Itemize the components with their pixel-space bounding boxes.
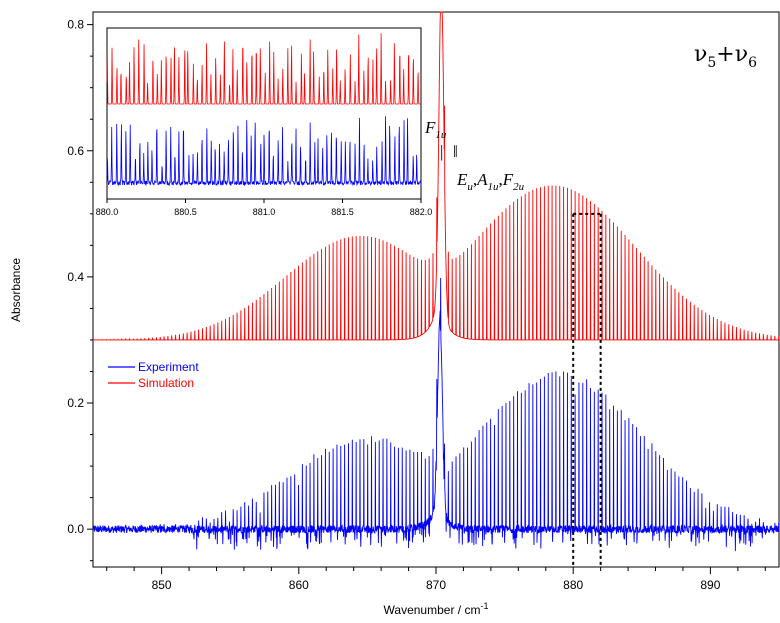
y-axis-label: Absorbance [9,258,23,322]
inset-plot: 880.0 880.5 881.0 881.5 882.0 [96,27,433,217]
y-axis: 0.0 0.2 0.4 0.6 0.8 [67,18,93,562]
x-tick-label: 880 [563,578,583,592]
x-tick-label: 850 [152,578,172,592]
inset-x-tick-label: 882.0 [410,207,433,217]
inset-x-tick-label: 880.5 [174,207,197,217]
y-tick-label: 0.6 [67,144,84,158]
inset-x-tick-label: 880.0 [96,207,119,217]
x-tick-label: 860 [289,578,309,592]
zoom-region-box [572,212,602,567]
band-label: ν5+ν6 [694,42,757,71]
inset-experiment-line [106,116,422,187]
x-axis-label-superscript: -1 [480,601,488,611]
experiment-line [92,277,780,552]
legend-experiment-label: Experiment [138,360,199,374]
x-axis-label: Wavenumber / cm-1 [384,601,489,617]
f1u-marker: | [440,142,443,161]
y-tick-label: 0.0 [67,522,84,536]
eu-marker: ‖ [453,142,458,161]
inset-experiment-series [106,116,422,187]
inset-simulation-line [106,33,421,105]
simulation-series [93,11,780,341]
experiment-series [92,277,780,552]
legend-simulation-label: Simulation [138,376,194,390]
inset-x-axis: 880.0 880.5 881.0 881.5 882.0 [96,199,433,217]
x-tick-label: 870 [426,578,446,592]
y-tick-label: 0.8 [67,18,84,32]
y-tick-label: 0.4 [67,270,84,284]
x-axis: 850 860 870 880 890 [106,567,766,592]
f1u-label: F1u [424,118,447,141]
x-tick-label: 890 [700,578,720,592]
inset-simulation-series [106,33,421,105]
y-tick-label: 0.2 [67,396,84,410]
simulation-line [93,11,780,341]
legend: Experiment Simulation [108,360,199,390]
inset-x-tick-label: 881.5 [331,207,354,217]
inset-x-tick-label: 881.0 [253,207,276,217]
eu-a1u-f2u-label: Eu,A1u,F2u [456,170,525,193]
